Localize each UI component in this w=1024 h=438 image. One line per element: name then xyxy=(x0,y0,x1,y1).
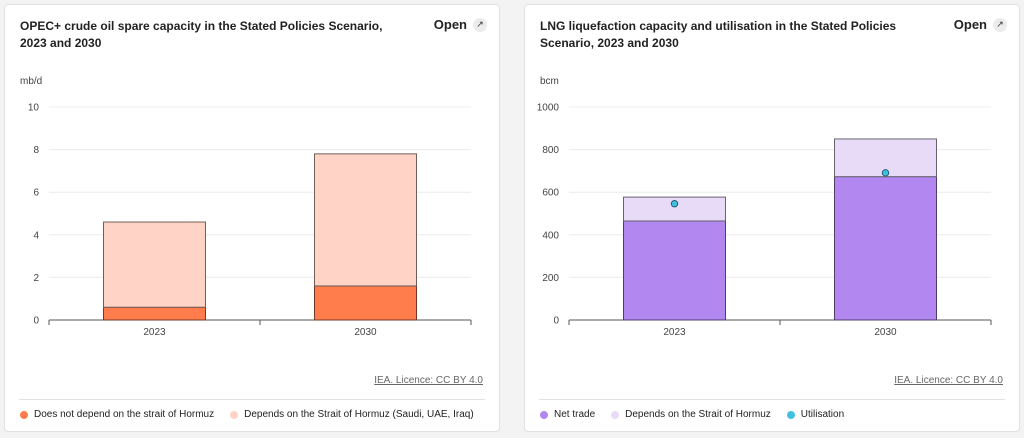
y-axis-unit: mb/d xyxy=(20,76,42,87)
bar-segment xyxy=(103,221,206,308)
open-button[interactable]: Open ↗ xyxy=(954,17,1007,32)
legend-label: Does not depend on the strait of Hormuz xyxy=(34,409,215,420)
y-tick-label: 1000 xyxy=(537,103,560,114)
x-tick-label: 2030 xyxy=(874,327,897,338)
licence-link[interactable]: IEA. Licence: CC BY 4.0 xyxy=(374,375,483,386)
y-tick-label: 8 xyxy=(33,145,39,156)
legend-label: Net trade xyxy=(554,409,596,420)
y-tick-label: 0 xyxy=(33,316,39,327)
y-tick-label: 400 xyxy=(542,230,559,241)
legend-item-utilisation[interactable]: Utilisation xyxy=(786,409,845,420)
bar-segment xyxy=(103,306,206,321)
legend-swatch xyxy=(540,410,548,419)
oil-plot: mb/d 0 2 4 6 8 10 2023 2030 xyxy=(20,76,472,338)
y-axis-unit: bcm xyxy=(540,76,559,87)
lng-plot: bcm 0 200 400 600 800 1000 2023 2030 xyxy=(537,76,992,338)
x-tick-label: 2030 xyxy=(354,327,377,338)
y-tick-label: 200 xyxy=(542,273,559,284)
legend-label: Depends on the Strait of Hormuz (Saudi, … xyxy=(244,409,474,420)
legend-item-net-trade[interactable]: Net trade xyxy=(540,409,595,420)
utilisation-point xyxy=(881,169,890,177)
legend-divider xyxy=(19,399,485,400)
legend-swatch xyxy=(611,410,620,419)
utilisation-point xyxy=(670,200,679,208)
open-button[interactable]: Open ↗ xyxy=(434,17,487,32)
x-tick-label: 2023 xyxy=(663,327,686,338)
y-tick-label: 600 xyxy=(542,188,559,199)
bar-segment xyxy=(314,153,417,287)
y-tick-label: 0 xyxy=(553,316,559,327)
legend-swatch xyxy=(230,410,239,419)
legend-item-hormuz[interactable]: Depends on the Strait of Hormuz (Saudi, … xyxy=(230,409,474,420)
y-tick-label: 4 xyxy=(33,230,39,241)
legend-item-independent[interactable]: Does not depend on the strait of Hormuz xyxy=(20,409,214,420)
legend-item-hormuz[interactable]: Depends on the Strait of Hormuz xyxy=(611,409,771,420)
y-tick-label: 800 xyxy=(542,145,559,156)
bar-segment xyxy=(834,176,937,321)
chart-title: OPEC+ crude oil spare capacity in the St… xyxy=(20,19,383,50)
y-tick-label: 6 xyxy=(33,188,39,199)
y-tick-label: 10 xyxy=(28,103,40,114)
y-tick-label: 2 xyxy=(33,273,39,284)
legend-swatch xyxy=(20,410,28,419)
licence-link[interactable]: IEA. Licence: CC BY 4.0 xyxy=(894,375,1003,386)
bar-segment xyxy=(314,285,417,321)
legend: Does not depend on the strait of Hormuz … xyxy=(20,409,474,420)
legend-label: Depends on the Strait of Hormuz xyxy=(625,409,771,420)
chart-card-oil: OPEC+ crude oil spare capacity in the St… xyxy=(4,4,500,432)
open-label: Open xyxy=(953,17,987,32)
legend-swatch xyxy=(786,410,795,419)
legend-divider xyxy=(539,399,1005,400)
x-tick-label: 2023 xyxy=(143,327,166,338)
chart-card-lng: LNG liquefaction capacity and utilisatio… xyxy=(524,4,1020,432)
open-label: Open xyxy=(433,17,467,32)
bar-segment xyxy=(623,196,726,222)
expand-icon: ↗ xyxy=(473,17,487,32)
chart-title: LNG liquefaction capacity and utilisatio… xyxy=(540,19,897,50)
legend-label: Utilisation xyxy=(800,409,845,420)
legend: Net trade Depends on the Strait of Hormu… xyxy=(540,409,844,420)
expand-icon: ↗ xyxy=(993,17,1007,32)
bar-segment xyxy=(623,220,726,321)
